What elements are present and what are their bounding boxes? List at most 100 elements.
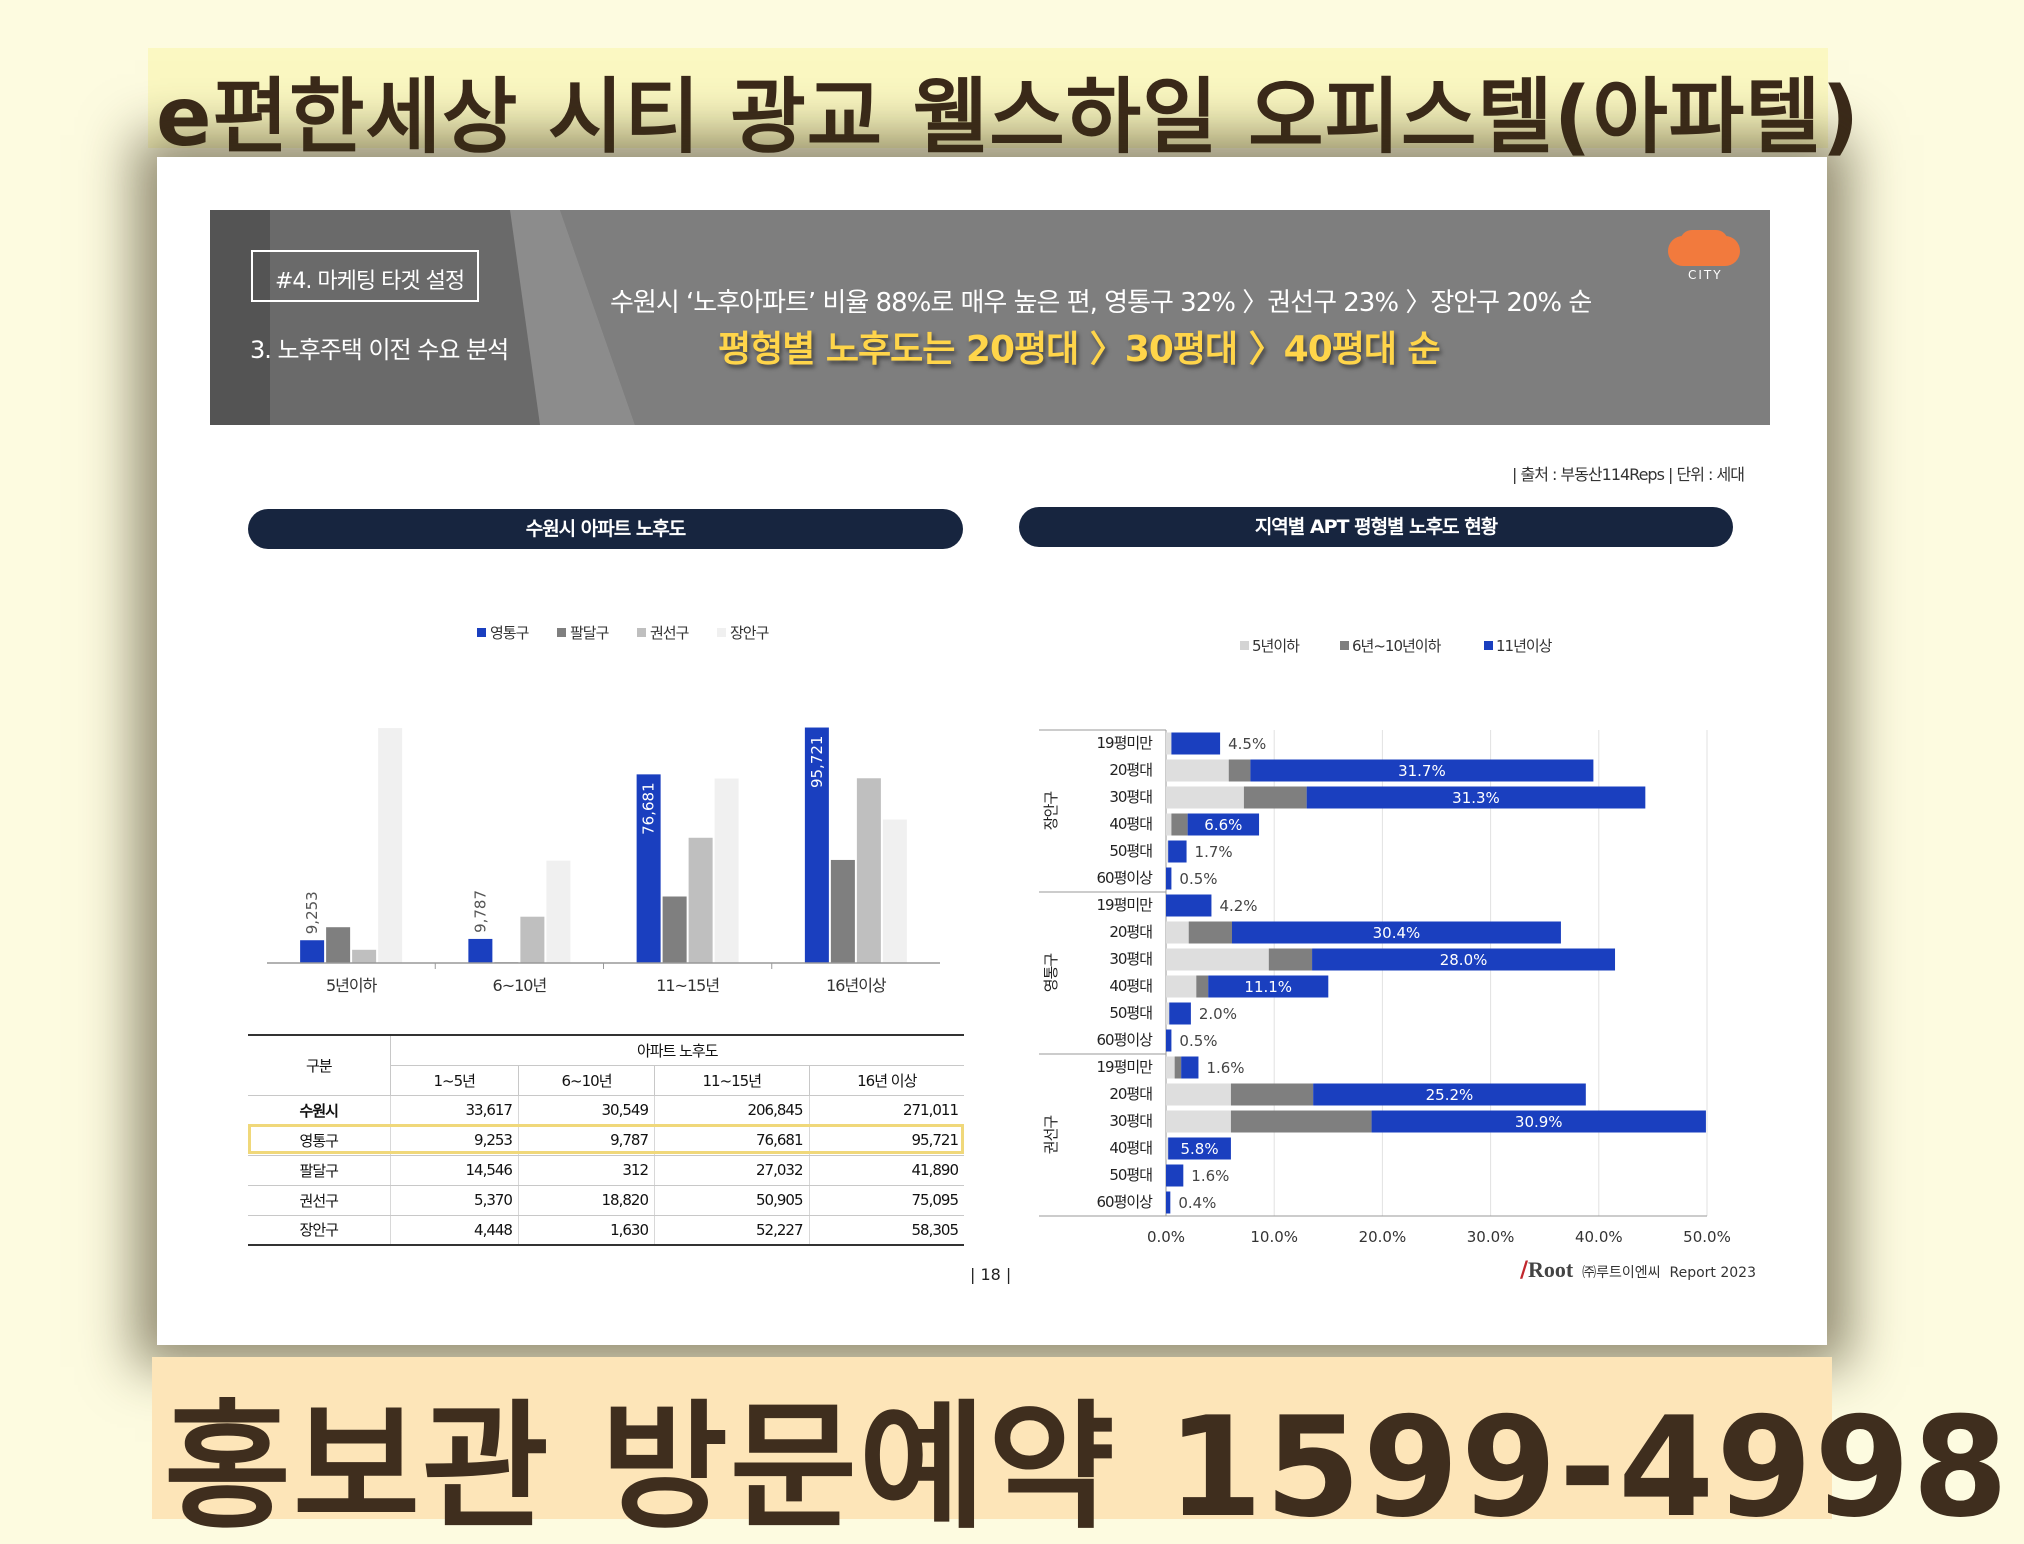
company-name: ㈜루트이엔씨 — [1582, 1265, 1661, 1281]
bar-segment — [1166, 786, 1244, 809]
bar-segment — [1196, 975, 1209, 998]
row-label: 19평미만 — [1097, 734, 1154, 752]
section-tag-text: #4. 마케팅 타겟 설정 — [275, 269, 465, 294]
row-label: 40평대 — [1109, 1139, 1152, 1157]
bar-segment — [1166, 1191, 1171, 1214]
bar — [352, 949, 377, 963]
bar — [326, 927, 351, 963]
data-label: 5.8% — [1180, 1140, 1218, 1158]
section-tag: #4. 마케팅 타겟 설정 — [251, 250, 479, 302]
bar-segment — [1313, 1083, 1586, 1106]
bar-segment — [1166, 732, 1172, 755]
row-label: 30평대 — [1109, 788, 1152, 806]
group-label: 영통구 — [1042, 954, 1060, 993]
top-title-text: e편한세상 시티 광교 웰스하일 오피스텔(아파텔) — [156, 70, 1861, 165]
bar-segment — [1250, 759, 1594, 782]
size-aging-stacked-chart: 5년이하 6년~10년이하 11년이상 0.0% 10.0% 20.0% 30.0% 40.0… — [1039, 637, 1731, 1246]
page-number: | 18 | — [970, 1265, 1012, 1284]
table-cell: 33,617 — [390, 1095, 519, 1126]
bar-segment — [1230, 1110, 1372, 1133]
bar-segment — [1166, 813, 1172, 836]
group-label: 장안구 — [1042, 792, 1060, 831]
table-cell: 1,630 — [518, 1215, 656, 1246]
bar-segment — [1208, 975, 1329, 998]
x-tick-label: 6~10년 — [493, 976, 547, 995]
data-label: 4.2% — [1219, 897, 1257, 915]
right-panel-title: 지역별 APT 평형별 노후도 현황 — [1019, 507, 1733, 547]
root-logo-text: Root — [1528, 1257, 1574, 1282]
table-cell: 206,845 — [654, 1095, 810, 1126]
bar-segment — [1306, 786, 1646, 809]
bar-segment — [1174, 1056, 1182, 1079]
bar — [804, 727, 829, 963]
data-label: 9,253 — [303, 891, 321, 934]
table-cell: 76,681 — [654, 1125, 810, 1156]
table-cell: 312 — [518, 1155, 656, 1186]
legend-label: 권선구 — [650, 624, 689, 642]
row-label: 20평대 — [1109, 761, 1152, 779]
data-label: 31.3% — [1452, 789, 1500, 807]
legend-swatch — [637, 628, 646, 637]
header-band: #4. 마케팅 타겟 설정 3. 노후주택 이전 수요 분석 수원시 ‘노후아파… — [210, 210, 1770, 425]
reservation-phone-text: 홍보관 방문예약 1599-4998 — [164, 1387, 2011, 1544]
table-cell: 4,448 — [390, 1215, 519, 1246]
bar-segment — [1166, 1002, 1170, 1025]
data-label: 4.5% — [1228, 735, 1266, 753]
bar-segment — [1166, 1029, 1172, 1052]
table-corner: 구분 — [248, 1034, 391, 1096]
bar — [882, 819, 907, 963]
bar-segment — [1228, 759, 1251, 782]
header-dark-stripe — [210, 210, 270, 425]
table-cell: 30,549 — [518, 1095, 656, 1126]
data-label: 0.5% — [1179, 1032, 1217, 1050]
x-tick-label: 11~15년 — [656, 976, 719, 995]
legend-label: 11년이상 — [1496, 637, 1553, 655]
legend-label: 6년~10년이하 — [1352, 637, 1442, 655]
data-label: 0.5% — [1179, 870, 1217, 888]
table-cell: 18,820 — [518, 1185, 656, 1216]
table-cell: 58,305 — [809, 1215, 964, 1246]
top-title-banner: e편한세상 시티 광교 웰스하일 오피스텔(아파텔) — [148, 48, 1859, 165]
bar — [688, 837, 713, 963]
bar-segment — [1232, 921, 1561, 944]
header-decoration — [270, 210, 635, 425]
bar-segment — [1230, 1083, 1314, 1106]
bar — [662, 896, 687, 963]
bar-segment — [1312, 948, 1616, 971]
table-cell: 52,227 — [654, 1215, 810, 1246]
table-cell: 271,011 — [809, 1095, 964, 1126]
bar — [468, 938, 493, 963]
legend-label: 팔달구 — [570, 624, 609, 642]
legend-swatch — [557, 628, 566, 637]
bar-segment — [1187, 813, 1260, 836]
bar-segment — [1188, 921, 1233, 944]
bar-segment — [1166, 1164, 1184, 1187]
bar — [546, 860, 571, 963]
section-subtitle: 3. 노후주택 이전 수요 분석 — [250, 336, 509, 364]
bar-segment — [1166, 948, 1269, 971]
data-label: 0.4% — [1178, 1194, 1216, 1212]
bar-segment — [1166, 1110, 1231, 1133]
x-tick-label: 40.0% — [1575, 1228, 1623, 1246]
bar — [714, 778, 739, 963]
row-label: 50평대 — [1109, 842, 1152, 860]
row-label: 20평대 — [1109, 1085, 1152, 1103]
table-cell: 27,032 — [654, 1155, 810, 1186]
root-logo-mark: / — [1520, 1258, 1529, 1283]
bar-segment — [1371, 1110, 1706, 1133]
data-label: 25.2% — [1426, 1086, 1474, 1104]
row-label: 60평이상 — [1097, 1031, 1154, 1049]
logo-text: CITY — [1688, 268, 1723, 282]
bar — [830, 859, 855, 963]
legend-label: 장안구 — [730, 624, 769, 642]
report-year: Report 2023 — [1669, 1265, 1756, 1281]
reservation-banner: 홍보관 방문예약 1599-4998 — [152, 1357, 2008, 1544]
row-label: 영통구 — [248, 1125, 391, 1156]
row-label: 19평미만 — [1097, 896, 1154, 914]
x-tick-label: 0.0% — [1147, 1228, 1185, 1246]
row-label: 60평이상 — [1097, 869, 1154, 887]
x-tick-label: 50.0% — [1683, 1228, 1731, 1246]
legend-label: 영통구 — [490, 624, 529, 642]
table-row-highlighted: 영통구 9,253 9,787 76,681 95,721 — [248, 1125, 964, 1156]
bar-segment — [1268, 948, 1313, 971]
